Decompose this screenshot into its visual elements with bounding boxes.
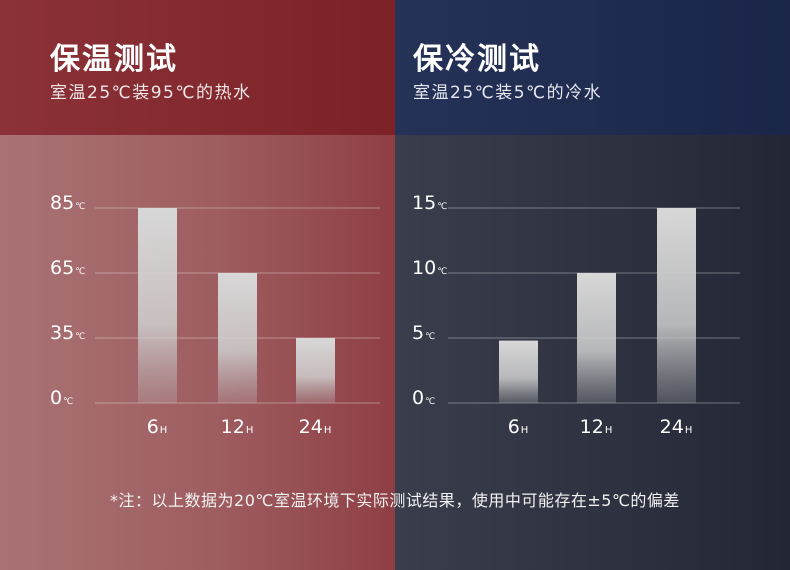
hot-test-subtitle: 室温25℃装95℃的热水 (50, 83, 252, 103)
hot-x-tick-label: 24H (299, 416, 332, 438)
hot-test-title: 保温测试 (50, 42, 178, 77)
cold-test-title: 保冷测试 (413, 42, 541, 77)
cold-x-tick-label: 6H (508, 416, 529, 438)
hot-bar (138, 208, 177, 403)
cold-y-tick-label: 15℃ (412, 192, 447, 214)
hot-y-tick-label: 35℃ (50, 322, 85, 344)
hot-y-tick-label: 65℃ (50, 257, 85, 279)
footnote: *注：以上数据为20℃室温环境下实际测试结果，使用中可能存在±5℃的偏差 (110, 491, 680, 510)
cold-bar (577, 273, 616, 403)
cold-y-tick-label: 5℃ (412, 322, 435, 344)
hot-bar (218, 273, 257, 403)
hot-x-tick-label: 12H (221, 416, 254, 438)
hot-test-panel: 保温测试 室温25℃装95℃的热水 0℃ 35℃ 65℃ 85℃ 6H 12H 24H (0, 0, 395, 570)
cold-test-chart: 0℃ 5℃ 10℃ 15℃ 6H 12H 24H (412, 192, 740, 438)
cold-test-subtitle: 室温25℃装5℃的冷水 (413, 83, 603, 103)
hot-x-tick-label: 6H (147, 416, 168, 438)
cold-y-tick-label: 10℃ (412, 257, 447, 279)
hot-y-tick-label: 85℃ (50, 192, 85, 214)
cold-y-tick-label: 0℃ (412, 387, 435, 409)
hot-y-tick-label: 0℃ (50, 387, 73, 409)
cold-x-tick-label: 12H (580, 416, 613, 438)
hot-test-chart: 0℃ 35℃ 65℃ 85℃ 6H 12H 24H (50, 192, 380, 438)
hot-test-header: 保温测试 室温25℃装95℃的热水 (0, 0, 395, 135)
cold-test-header: 保冷测试 室温25℃装5℃的冷水 (395, 0, 790, 135)
cold-bar (657, 208, 696, 403)
cold-bar (499, 340, 538, 403)
cold-x-tick-label: 24H (660, 416, 693, 438)
hot-bar (296, 338, 335, 403)
cold-test-panel: 保冷测试 室温25℃装5℃的冷水 0℃ 5℃ 10℃ 15℃ 6H 12H 24H (395, 0, 790, 570)
